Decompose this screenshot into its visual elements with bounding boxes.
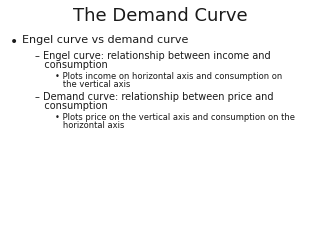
Text: •: • [10, 35, 18, 49]
Text: – Engel curve: relationship between income and: – Engel curve: relationship between inco… [35, 51, 271, 61]
Text: consumption: consumption [35, 60, 108, 70]
Text: horizontal axis: horizontal axis [55, 121, 124, 130]
Text: The Demand Curve: The Demand Curve [73, 7, 247, 25]
Text: Engel curve vs demand curve: Engel curve vs demand curve [22, 35, 188, 45]
Text: • Plots income on horizontal axis and consumption on: • Plots income on horizontal axis and co… [55, 72, 282, 81]
Text: consumption: consumption [35, 101, 108, 111]
Text: • Plots price on the vertical axis and consumption on the: • Plots price on the vertical axis and c… [55, 113, 295, 122]
Text: – Demand curve: relationship between price and: – Demand curve: relationship between pri… [35, 92, 274, 102]
Text: the vertical axis: the vertical axis [55, 80, 130, 89]
